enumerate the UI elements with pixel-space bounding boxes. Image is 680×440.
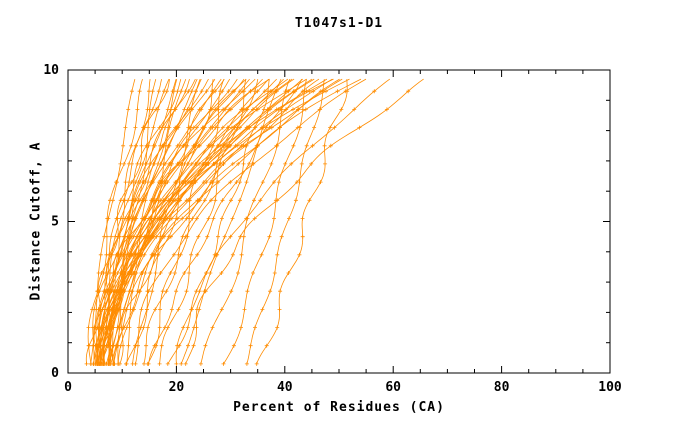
model-curve [135,78,367,364]
model-curve-points [108,89,235,366]
model-curve-points [146,89,298,366]
model-curve [180,78,282,365]
model-curve [92,78,202,364]
tick-label: 10 [43,63,59,78]
model-curve [108,78,307,364]
tick-label: 20 [169,380,185,395]
model-curve [256,79,348,365]
model-curve [167,79,270,365]
model-curve [93,78,250,364]
tick-label: 100 [598,380,622,395]
tick-label: 5 [51,215,59,230]
model-curve-points [221,89,307,366]
model-curve-points [254,89,350,366]
model-curve [112,78,350,364]
model-curve [185,78,424,365]
tick-label: 80 [494,380,510,395]
model-curve [85,79,170,364]
model-curve [95,78,216,364]
tick-label: 40 [277,380,293,395]
model-curve [125,79,214,365]
model-curve [175,78,391,364]
model-curve [100,78,328,364]
model-curve [143,79,259,364]
model-curve [148,78,302,364]
model-curve-points [165,89,270,366]
model-curve-points [124,89,214,366]
model-curve-points [116,89,176,366]
model-curve-points [157,89,247,366]
chart-title: T1047s1-D1 [294,16,384,31]
model-curve [108,78,289,364]
x-axis-label: Percent of Residues (CA) [233,400,445,415]
model-curve-points [183,89,411,366]
model-curve-points [142,89,257,366]
model-curve-points [95,89,278,366]
model-curve [223,79,307,365]
tick-label: 0 [64,380,72,395]
model-curve [159,79,247,364]
tick-label: 60 [385,380,401,395]
tick-label: 0 [51,366,59,381]
model-curve-points [244,89,325,366]
model-curve [119,78,320,365]
model-curve [106,78,334,364]
